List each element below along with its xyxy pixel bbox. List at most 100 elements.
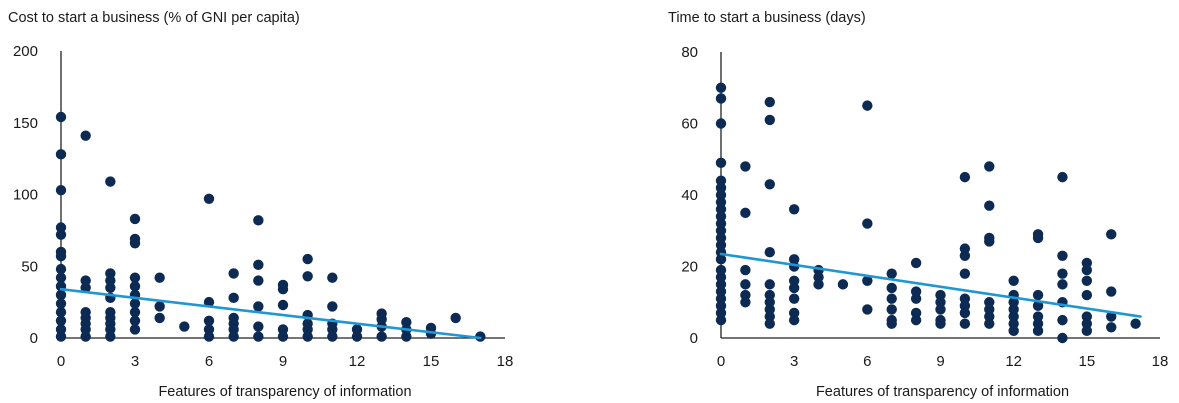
data-point bbox=[740, 279, 751, 290]
data-point bbox=[959, 293, 971, 304]
data-point bbox=[253, 259, 264, 271]
y-tick-label: 0 bbox=[690, 330, 698, 347]
data-point bbox=[105, 331, 116, 342]
data-point bbox=[984, 161, 995, 172]
data-point bbox=[253, 215, 264, 226]
data-point bbox=[715, 286, 727, 297]
data-point bbox=[886, 318, 897, 329]
data-point bbox=[959, 250, 971, 261]
y-tick-label: 100 bbox=[13, 187, 38, 204]
data-point bbox=[277, 324, 289, 335]
data-point bbox=[764, 297, 775, 308]
data-point bbox=[764, 311, 775, 322]
data-point bbox=[1008, 297, 1019, 308]
data-point bbox=[1032, 325, 1044, 337]
data-point bbox=[740, 297, 751, 308]
data-point bbox=[55, 272, 67, 283]
data-point bbox=[715, 307, 727, 319]
data-point bbox=[228, 292, 239, 304]
data-point bbox=[764, 114, 775, 126]
y-tick-label: 0 bbox=[30, 330, 38, 347]
data-point bbox=[327, 331, 338, 342]
data-point bbox=[1057, 268, 1068, 279]
data-point bbox=[862, 100, 873, 111]
data-point bbox=[105, 275, 116, 286]
data-point bbox=[80, 282, 91, 293]
data-point bbox=[715, 211, 727, 222]
data-point bbox=[327, 272, 338, 283]
data-point bbox=[715, 82, 727, 93]
data-point bbox=[401, 331, 412, 342]
data-point bbox=[740, 264, 751, 276]
data-point bbox=[740, 207, 751, 219]
data-point bbox=[129, 272, 141, 283]
data-point bbox=[935, 297, 946, 308]
data-point bbox=[277, 331, 289, 342]
y-tick-label: 50 bbox=[21, 258, 38, 275]
data-point bbox=[1008, 318, 1019, 329]
data-point bbox=[715, 189, 727, 201]
data-point bbox=[1057, 332, 1068, 344]
data-point bbox=[715, 225, 727, 236]
data-point bbox=[910, 257, 922, 269]
data-point bbox=[959, 268, 971, 279]
data-point bbox=[715, 196, 727, 208]
data-point bbox=[813, 272, 824, 283]
data-point bbox=[1106, 311, 1117, 322]
data-point bbox=[253, 321, 264, 332]
data-point bbox=[277, 284, 289, 295]
data-point bbox=[910, 307, 922, 319]
chart-title: Time to start a business (days) bbox=[668, 10, 866, 26]
y-tick-label: 20 bbox=[681, 259, 698, 276]
time-scatter-plot: 0 20 40 60 80 0 3 6 9 12 15 18 Features of transpare… bbox=[681, 44, 1168, 400]
y-tick-label: 200 bbox=[13, 43, 38, 60]
data-point bbox=[475, 331, 486, 342]
data-point bbox=[351, 324, 363, 335]
data-point bbox=[715, 175, 727, 186]
data-point bbox=[80, 275, 91, 286]
x-tick-label: 12 bbox=[1005, 353, 1022, 370]
data-point bbox=[984, 297, 995, 308]
data-point bbox=[788, 314, 800, 326]
data-point bbox=[129, 281, 141, 292]
data-point bbox=[154, 301, 165, 312]
data-point bbox=[1008, 304, 1019, 315]
data-point bbox=[1032, 232, 1044, 244]
data-point bbox=[129, 306, 141, 318]
data-point bbox=[764, 247, 775, 258]
data-point bbox=[1032, 311, 1044, 322]
data-point bbox=[55, 111, 67, 123]
data-point bbox=[80, 324, 91, 335]
x-tick-label: 15 bbox=[1078, 353, 1095, 370]
data-point bbox=[862, 304, 873, 315]
data-point bbox=[203, 193, 215, 205]
data-point bbox=[1008, 325, 1019, 337]
x-tick-label: 3 bbox=[131, 353, 139, 370]
data-point bbox=[715, 182, 727, 194]
data-point bbox=[55, 222, 67, 233]
data-point bbox=[1106, 229, 1117, 240]
data-point bbox=[715, 279, 727, 290]
data-point bbox=[1081, 289, 1093, 301]
data-point bbox=[788, 254, 800, 265]
data-point bbox=[228, 331, 239, 342]
x-tick-label: 6 bbox=[863, 353, 871, 370]
data-point bbox=[715, 314, 727, 326]
data-point bbox=[129, 238, 141, 249]
data-point bbox=[1081, 264, 1093, 276]
data-point bbox=[253, 275, 264, 286]
data-point bbox=[203, 324, 215, 335]
data-point bbox=[203, 331, 215, 342]
data-point bbox=[80, 331, 91, 342]
data-point bbox=[154, 312, 165, 324]
data-point bbox=[1106, 322, 1117, 333]
data-point bbox=[862, 275, 873, 286]
data-point bbox=[886, 282, 897, 294]
data-point bbox=[715, 264, 727, 276]
x-axis-title: Features of transparency of information bbox=[816, 384, 1069, 400]
data-point bbox=[862, 218, 873, 229]
data-point bbox=[55, 251, 67, 262]
data-point bbox=[886, 293, 897, 304]
data-point bbox=[935, 318, 946, 329]
data-point bbox=[886, 304, 897, 315]
